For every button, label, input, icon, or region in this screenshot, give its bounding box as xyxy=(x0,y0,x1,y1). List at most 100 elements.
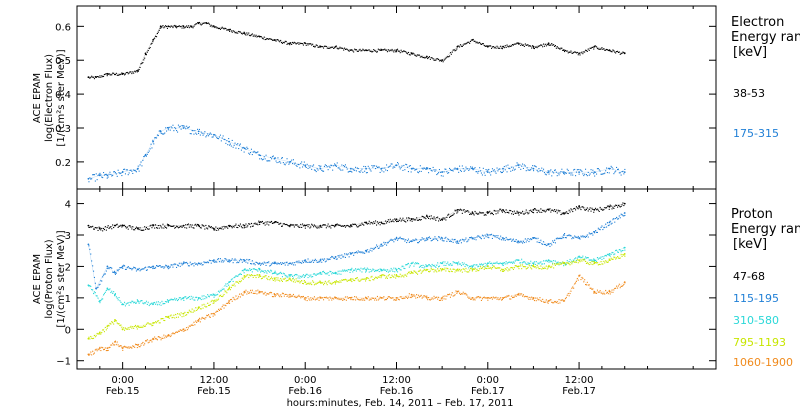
data-point-1-115-195-26 xyxy=(456,240,459,243)
data-point-0-175-315-38 xyxy=(623,171,626,174)
legend-proton-795-1193: 795-1193 xyxy=(733,336,786,349)
data-point-1-1060-1900-2 xyxy=(106,347,109,349)
data-point-1-115-195-14 xyxy=(273,262,276,265)
data-point-1-795-1193-29 xyxy=(502,268,504,271)
data-point-1-1060-1900-16 xyxy=(304,297,307,299)
data-point-1-115-195-11 xyxy=(228,259,231,261)
data-point-1-47-68-30 xyxy=(532,209,535,211)
data-point-0-175-315-36 xyxy=(593,171,596,174)
electron-legend-title-1: Electron xyxy=(731,15,784,30)
xtick-label-date-4: Feb.17 xyxy=(471,386,505,397)
data-point-1-795-1193-14 xyxy=(273,278,276,280)
data-point-1-1060-1900-36 xyxy=(608,290,611,293)
legend-electron-175-315: 175-315 xyxy=(733,127,779,140)
ytick-label-1-1: 0 xyxy=(65,325,71,336)
legend-proton-115-195: 115-195 xyxy=(733,292,779,305)
data-point-1-115-195-3 xyxy=(114,271,116,274)
data-point-1-115-195-2 xyxy=(106,265,109,268)
data-point-1-1060-1900-4 xyxy=(121,347,124,349)
series-1-310-580 xyxy=(87,246,626,307)
proton-ylabel-line-2: log(Proton Flux) xyxy=(44,239,55,318)
data-point-1-310-580-27 xyxy=(471,265,474,268)
data-point-1-795-1193-17 xyxy=(319,281,322,283)
series-0-38-53 xyxy=(87,21,626,80)
data-point-1-795-1193-21 xyxy=(380,275,383,277)
data-point-1-115-195-24 xyxy=(426,237,428,240)
data-point-0-175-315-33 xyxy=(547,171,550,174)
data-point-0-38-53-35 xyxy=(532,45,535,48)
data-point-1-1060-1900-15 xyxy=(289,293,291,296)
data-point-1-310-580-13 xyxy=(258,268,261,271)
data-point-0-38-53-36 xyxy=(547,42,550,45)
series-1-47-68 xyxy=(87,202,626,232)
electron-legend-title-2: Energy ranges xyxy=(731,30,800,45)
data-point-1-795-1193-19 xyxy=(350,278,352,280)
xtick-label-time-0: 0:00 xyxy=(111,375,133,386)
x-axis-title: hours:minutes, Feb. 14, 2011 – Feb. 17, … xyxy=(287,398,514,409)
series-1-795-1193 xyxy=(87,253,626,340)
xtick-label-time-2: 0:00 xyxy=(294,375,316,386)
data-point-1-1060-1900-22 xyxy=(395,297,398,299)
data-point-1-115-195-37 xyxy=(623,212,626,214)
data-point-1-795-1193-1 xyxy=(98,331,101,334)
data-point-1-47-68-33 xyxy=(578,205,580,208)
electron-ylabel-line-3: [1/(cm²s ster MeV)] xyxy=(56,49,67,146)
data-point-0-175-315-2 xyxy=(106,174,109,177)
data-point-1-115-195-33 xyxy=(563,234,565,236)
data-point-0-175-315-17 xyxy=(304,164,307,167)
data-point-1-115-195-6 xyxy=(152,265,155,268)
ytick-label-1-2: 1 xyxy=(65,294,71,305)
ytick-label-0-3: 0.5 xyxy=(55,56,71,67)
electron-ylabel-line-2: log(Electron Flux) xyxy=(44,54,55,142)
xtick-label-time-1: 12:00 xyxy=(200,375,229,386)
data-point-0-175-315-21 xyxy=(365,167,367,170)
data-point-1-47-68-21 xyxy=(395,218,398,221)
xtick-label-time-3: 12:00 xyxy=(382,375,411,386)
legend-electron-38-53: 38-53 xyxy=(733,87,765,100)
data-point-0-38-53-26 xyxy=(395,49,398,51)
data-point-1-47-68-14 xyxy=(289,224,291,227)
data-point-1-795-1193-18 xyxy=(334,281,337,283)
data-point-1-795-1193-20 xyxy=(365,278,367,280)
xtick-label-date-3: Feb.16 xyxy=(380,386,414,397)
series-1-115-195 xyxy=(87,212,626,290)
data-point-1-115-195-0 xyxy=(87,243,90,246)
data-layer xyxy=(87,21,626,356)
data-point-1-310-580-29 xyxy=(502,262,504,265)
ytick-label-1-4: 3 xyxy=(65,231,71,242)
data-point-1-795-1193-25 xyxy=(441,268,443,271)
proton-legend-title-2: Energy ranges xyxy=(731,222,800,237)
data-point-1-795-1193-22 xyxy=(395,275,398,277)
ytick-label-1-3: 2 xyxy=(65,262,71,273)
data-point-1-795-1193-10 xyxy=(213,300,215,302)
data-point-1-310-580-15 xyxy=(289,275,291,277)
xtick-label-time-4: 0:00 xyxy=(477,375,499,386)
ytick-label-1-5: 4 xyxy=(65,200,71,211)
ytick-label-1-0: −1 xyxy=(56,357,71,368)
data-point-0-175-315-6 xyxy=(152,140,155,143)
data-point-1-795-1193-0 xyxy=(87,337,90,340)
data-point-1-795-1193-35 xyxy=(593,262,596,265)
legend-proton-310-580: 310-580 xyxy=(733,314,779,327)
data-point-1-795-1193-11 xyxy=(228,287,231,290)
series-line-0-38-53 xyxy=(88,22,625,78)
data-point-1-310-580-20 xyxy=(365,268,367,271)
data-point-1-1060-1900-11 xyxy=(228,300,231,302)
data-point-1-1060-1900-24 xyxy=(426,297,428,299)
data-point-1-47-68-25 xyxy=(456,209,459,211)
data-point-0-38-53-5 xyxy=(144,52,147,55)
data-point-0-175-315-9 xyxy=(182,127,185,129)
proton-ylabel-line-3: [1/(cm²s ster MeV)] xyxy=(56,230,67,327)
data-point-0-175-315-12 xyxy=(228,140,231,143)
data-point-1-115-195-4 xyxy=(121,265,124,268)
data-point-0-175-315-35 xyxy=(578,171,580,174)
data-point-1-310-580-35 xyxy=(593,259,596,261)
xtick-label-date-2: Feb.16 xyxy=(288,386,322,397)
legend-proton-47-68: 47-68 xyxy=(733,270,765,283)
legend-proton-1060-1900: 1060-1900 xyxy=(733,356,793,369)
data-point-1-310-580-21 xyxy=(380,268,383,271)
data-point-1-1060-1900-14 xyxy=(273,293,276,296)
xtick-label-date-5: Feb.17 xyxy=(562,386,596,397)
data-point-0-175-315-10 xyxy=(197,130,200,133)
